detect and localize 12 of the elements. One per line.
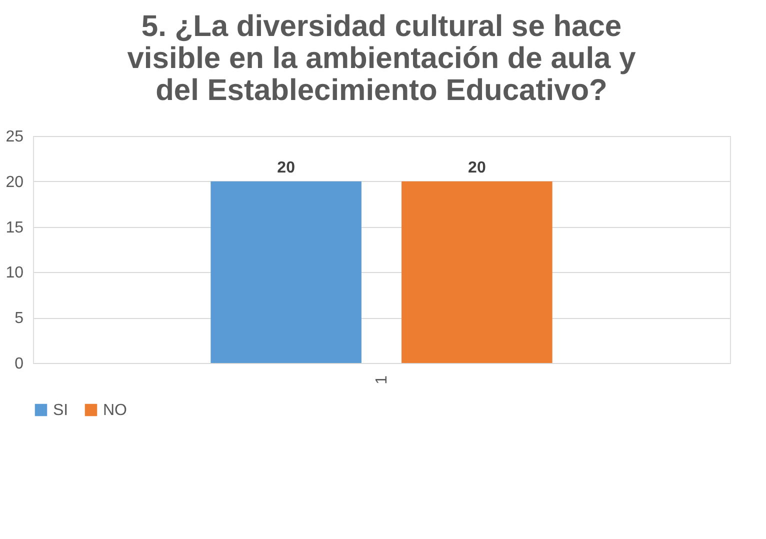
chart-title: 5. ¿La diversidad cultural se hace visible en la ambientación de aula y del Establecimiento Educativo? <box>127 10 636 107</box>
y-tick-label: 25 <box>6 128 24 146</box>
y-tick-label: 20 <box>6 174 24 191</box>
x-tick-label: 1 <box>374 375 390 384</box>
y-tick-label: 0 <box>14 356 24 372</box>
legend-label: NO <box>103 402 127 419</box>
y-tick-label: 15 <box>6 219 24 236</box>
legend-label: SI <box>53 402 68 419</box>
data-label: 20 <box>277 159 296 176</box>
data-label: 20 <box>468 159 486 176</box>
y-tick-label: 5 <box>14 310 24 328</box>
y-tick-label: 10 <box>6 264 24 282</box>
